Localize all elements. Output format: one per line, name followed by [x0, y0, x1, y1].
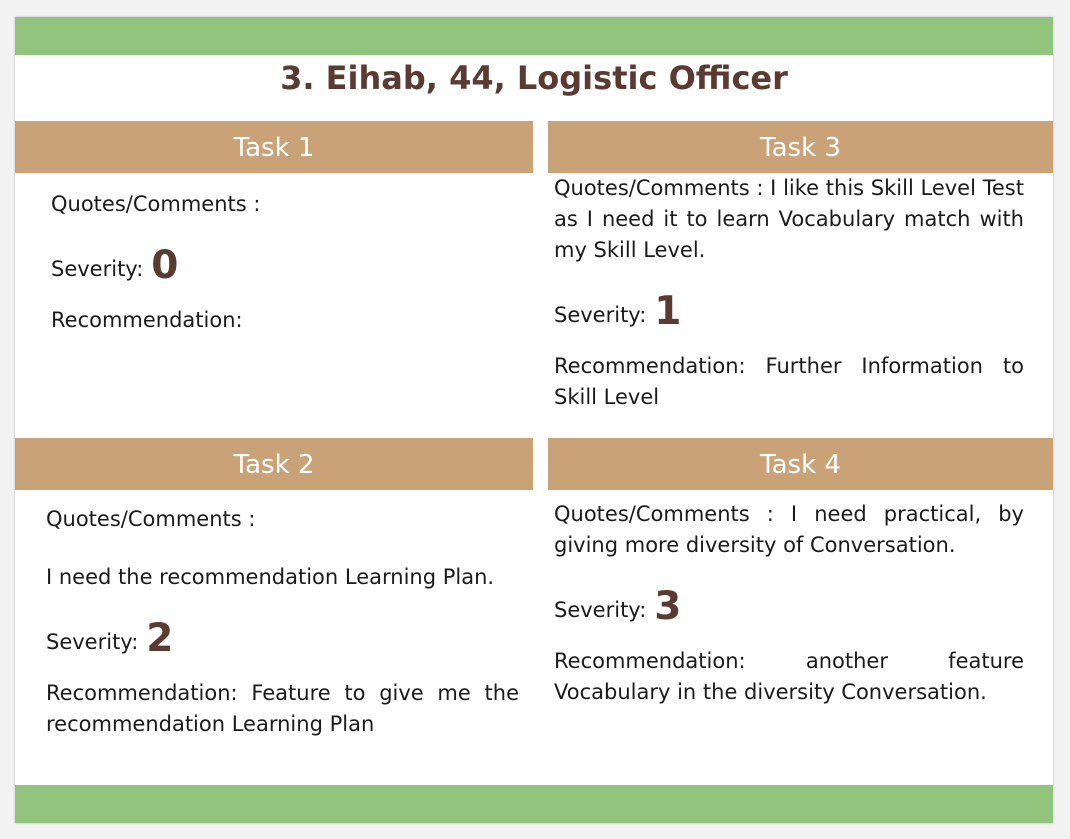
task-2-severity: Severity: 2 — [46, 619, 519, 658]
task-3-content: Quotes/Comments : I like this Skill Leve… — [554, 173, 1024, 413]
task-4-recommendation: Recommendation: another feature Vocabula… — [554, 649, 1024, 704]
task-1-quotes: Quotes/Comments : — [51, 192, 261, 216]
task-2-header: Task 2 — [15, 438, 533, 490]
top-band — [15, 17, 1053, 55]
task-1-severity-value: 0 — [151, 243, 179, 288]
task-4-content: Quotes/Comments : I need practical, by g… — [554, 499, 1024, 708]
task-3-quotes: Quotes/Comments : I like this Skill Leve… — [554, 176, 1024, 262]
task-2-severity-label: Severity: — [46, 630, 139, 654]
task-4-severity-value: 3 — [654, 584, 682, 629]
task-4-severity-label: Severity: — [554, 598, 647, 622]
task-2-comment: I need the recommendation Learning Plan. — [46, 565, 495, 589]
task-2-severity-value: 2 — [146, 616, 174, 661]
bottom-band — [15, 785, 1053, 823]
task-1-header: Task 1 — [15, 121, 533, 173]
task-3-recommendation: Recommendation: Further Information to S… — [554, 354, 1024, 409]
task-2-recommendation: Recommendation: Feature to give me the r… — [46, 681, 519, 736]
task-2-quotes: Quotes/Comments : — [46, 507, 256, 531]
task-4-severity: Severity: 3 — [554, 587, 1024, 626]
task-4-header: Task 4 — [548, 438, 1053, 490]
task-1-content: Quotes/Comments : Severity: 0 Recommendat… — [51, 189, 491, 336]
task-4-quotes: Quotes/Comments : I need practical, by g… — [554, 502, 1024, 557]
slide: 3. Eihab, 44, Logistic Officer Task 1 Qu… — [15, 17, 1053, 823]
task-3-severity-value: 1 — [654, 289, 682, 334]
task-3-header: Task 3 — [548, 121, 1053, 173]
task-3-severity: Severity: 1 — [554, 292, 1024, 331]
task-3-severity-label: Severity: — [554, 303, 647, 327]
task-1-severity: Severity: 0 — [51, 246, 491, 285]
task-2-content: Quotes/Comments : I need the recommendat… — [46, 504, 519, 740]
task-1-recommendation: Recommendation: — [51, 308, 243, 332]
task-1-severity-label: Severity: — [51, 257, 144, 281]
page-title: 3. Eihab, 44, Logistic Officer — [280, 59, 788, 97]
